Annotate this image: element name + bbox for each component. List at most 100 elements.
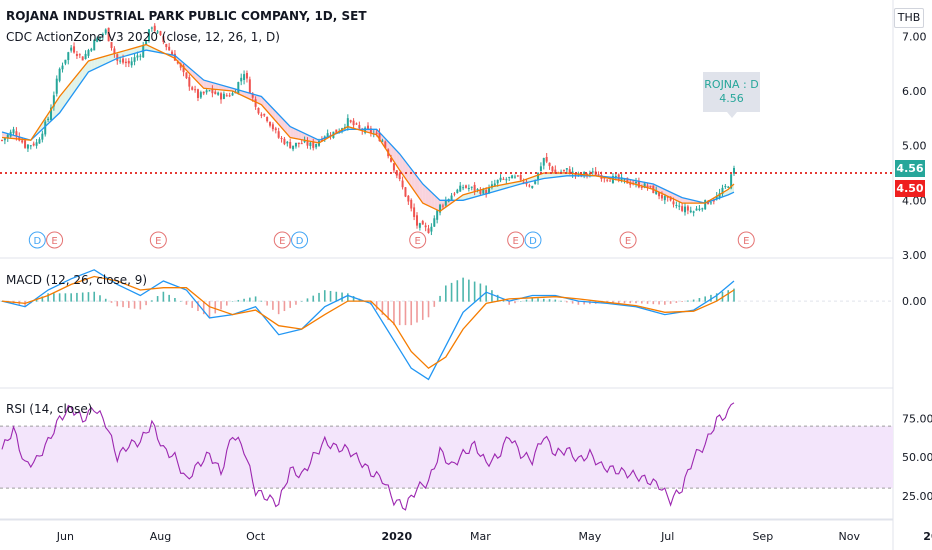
tooltip-symbol: ROJNA : D [704,78,759,91]
macd-histogram-bar [571,301,574,304]
macd-histogram-bar [237,299,240,302]
dividend-marker-label: D [296,236,304,247]
candle-body [534,181,537,184]
x-tick-label: Sep [752,530,773,543]
price-tick-label: 5.00 [902,140,927,153]
candle-body [217,92,220,95]
candle-body [479,189,482,194]
candle-body [730,174,733,189]
macd-histogram-bar [266,301,268,306]
macd-histogram-bar [81,292,84,302]
candle-body [658,192,661,197]
macd-histogram-bar [491,290,493,302]
macd-histogram-bar [116,301,119,307]
candle-body [663,195,666,201]
macd-histogram-bar [139,301,142,310]
candle-body [537,173,540,181]
ema-zone-segment [125,49,129,56]
candle-body [133,57,136,62]
candle-body [130,61,133,66]
candle-body [502,178,505,180]
ema-zone-segment [74,75,77,93]
macd-histogram-bar [519,301,522,302]
macd-histogram-bar [99,295,101,302]
macd-histogram-bar [612,301,614,304]
candle-body [453,193,456,195]
candle-body [15,131,18,137]
macd-histogram-bar [168,294,170,302]
candle-body [539,166,542,172]
macd-histogram-bar [445,285,447,302]
candle-body [441,205,444,207]
candle-body [191,87,194,90]
macd-histogram-bar [300,301,303,302]
ema-zone-segment [65,85,69,105]
indicator-label: CDC ActionZone V3 2020 (close, 12, 26, 1… [6,30,280,44]
x-tick-label: Jun [56,530,74,543]
candle-body [712,200,715,202]
macd-histogram-bar [214,301,217,314]
candle-body [231,93,234,96]
candle-body [84,53,87,59]
candle-body [98,36,101,39]
candle-body [147,29,150,42]
candle-body [609,180,612,182]
ema-zone-segment [97,57,100,68]
candle-body [283,138,286,145]
macd-histogram-bar [473,281,476,302]
ema-zone-segment [396,150,400,171]
ema-zone-segment [422,183,426,205]
candle-body [277,131,280,138]
macd-histogram-bar [329,290,332,302]
ema-zone-segment [218,84,222,90]
candle-body [410,199,413,209]
candle-body [430,226,433,232]
ema-zone-segment [120,51,124,58]
candle-body [292,145,295,150]
candle-body [346,118,349,128]
candle-body [689,210,692,213]
candle-body [623,178,626,180]
currency-button[interactable]: THB [894,8,924,28]
candle-body [156,31,159,33]
macd-histogram-bar [283,301,286,312]
ema-zone-segment [428,189,432,208]
price-tick-label: 6.00 [902,85,927,98]
candle-body [635,181,638,184]
candle-body [415,215,418,226]
candle-body [513,176,516,178]
candle-body [505,179,508,181]
candle-body [188,77,191,87]
ema-zone-segment [468,192,472,199]
candle-body [173,53,176,61]
earnings-marker-circle [46,231,64,249]
candle-body [646,185,649,188]
candle-body [335,129,338,134]
candle-body [202,91,205,94]
candle-body [320,138,323,141]
macd-histogram-bar [202,301,205,315]
candle-body [162,36,165,42]
candle-body [444,199,447,206]
macd-histogram-bar [220,301,222,310]
macd-histogram-bar [58,293,61,302]
macd-histogram-bar [231,301,234,302]
macd-histogram-bar [260,300,263,302]
candle-body [364,127,367,133]
macd-lines [0,269,893,381]
macd-histogram-bar [733,288,735,302]
earnings-marker-circle [409,231,427,249]
candle-body [119,60,122,62]
candle-body [309,142,312,147]
candle-body [26,144,29,149]
ema-zone-segment [183,62,187,71]
ema-zone-segment [287,123,291,138]
dividend-marker-circle [524,231,542,249]
macd-histogram-bar [450,282,453,302]
macd-histogram-bar [185,301,188,305]
candle-body [695,208,698,211]
ema-zone-segment [411,168,415,191]
ema-zone-segment [258,95,262,105]
candle-body [225,95,228,97]
